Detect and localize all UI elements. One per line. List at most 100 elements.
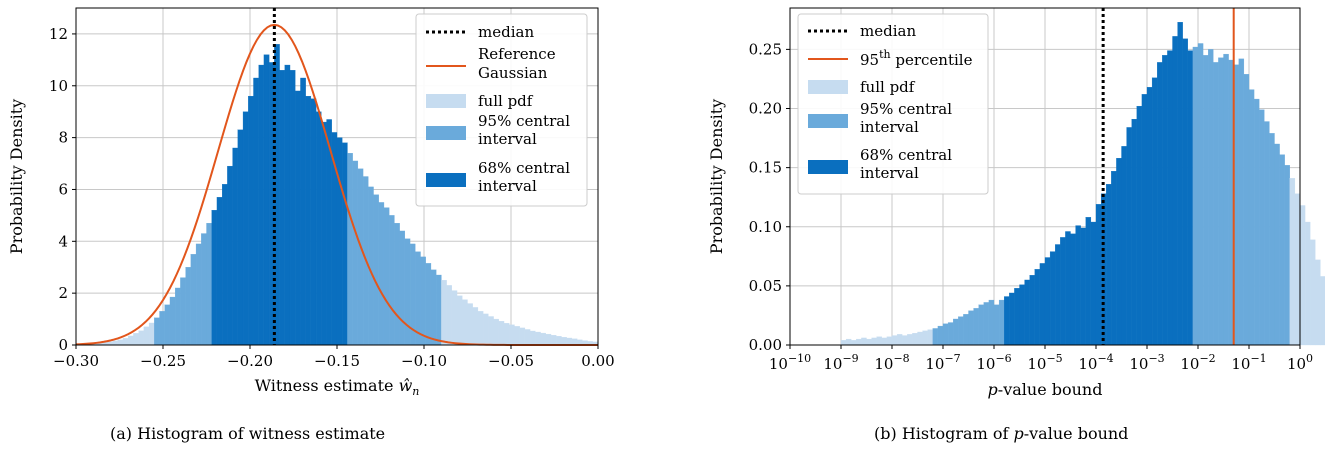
histogram-bar	[917, 331, 923, 346]
histogram-bar	[1080, 227, 1086, 346]
chart-a-svg: −0.30 −0.25 −0.20 −0.15 −0.10 −0.05 0.00 0 2 4 6 8 1…	[7, 7, 615, 398]
histogram-bar	[1177, 22, 1183, 346]
histogram-bar	[305, 95, 312, 346]
histogram-bar	[978, 304, 984, 346]
histogram-bar	[446, 285, 452, 346]
histogram-bar	[1044, 257, 1051, 346]
histogram-bar	[477, 311, 484, 346]
legend-95-label-1: 95% central	[860, 100, 952, 118]
legend-full-pdf-label: full pdf	[478, 92, 534, 110]
legend-full-pdf-swatch	[808, 80, 848, 94]
y-tick-label: 0.15	[749, 159, 782, 177]
histogram-bar	[942, 323, 949, 346]
histogram-bar	[1141, 94, 1148, 346]
y-tick-label: 0.10	[749, 218, 782, 236]
histogram-bar	[550, 334, 557, 346]
histogram-bar	[932, 328, 939, 346]
histogram-bar	[498, 320, 505, 346]
histogram-bar	[347, 153, 353, 346]
caption-b-pre: (b) Histogram of	[874, 424, 1014, 443]
histogram-bar	[871, 337, 877, 346]
y-tick-label: 2	[58, 284, 68, 302]
histogram-bar	[425, 263, 432, 346]
histogram-bar	[1014, 288, 1020, 346]
histogram-bar	[963, 314, 969, 346]
legend-95-swatch	[808, 114, 848, 128]
x-tick-exponent: −3	[1148, 352, 1164, 365]
x-tick-base: 10	[1287, 355, 1306, 373]
histogram-bar	[524, 329, 531, 346]
x-tick-exponent: −6	[995, 352, 1011, 365]
x-axis-label-text: -value bound	[998, 380, 1103, 399]
histogram-bar	[232, 147, 238, 346]
legend-full-pdf-swatch	[426, 94, 466, 108]
histogram-bar	[1299, 205, 1306, 346]
histogram-bar	[1202, 55, 1209, 346]
histogram-bar	[169, 296, 176, 346]
histogram-bar	[1157, 62, 1163, 346]
histogram-bar	[529, 330, 536, 346]
histogram-bar	[133, 333, 139, 346]
x-tick-label: 100	[1287, 352, 1313, 373]
y-tick-label: 6	[58, 180, 68, 198]
histogram-bar	[112, 340, 118, 346]
x-tick-label: −0.15	[314, 352, 360, 370]
histogram-bar	[907, 334, 913, 346]
histogram-bar	[1126, 127, 1132, 346]
x-tick-label: 10−4	[1078, 352, 1113, 373]
legend-68-swatch	[426, 173, 466, 187]
x-tick-exponent: −10	[788, 352, 811, 365]
histogram-bar	[1162, 55, 1168, 346]
legend-percentile-sup: th	[879, 48, 891, 61]
chart-witness-estimate: −0.30 −0.25 −0.20 −0.15 −0.10 −0.05 0.00 0 2 4 6 8 1…	[0, 0, 640, 455]
histogram-bar	[472, 307, 479, 346]
histogram-bar	[891, 335, 898, 346]
histogram-bar	[1004, 296, 1010, 346]
x-tick-exponent: −2	[1199, 352, 1215, 365]
legend-95-label-1: 95% central	[478, 112, 570, 130]
histogram-bar	[856, 338, 862, 346]
histogram-bar	[300, 77, 306, 346]
histogram-bar	[1151, 77, 1158, 346]
x-tick-base: 10	[925, 355, 944, 373]
histogram-bar	[845, 338, 852, 346]
x-tick-base: 10	[976, 355, 995, 373]
x-tick-base: 10	[1078, 355, 1097, 373]
histogram-bar	[1095, 204, 1102, 346]
histogram-bar	[1029, 275, 1035, 346]
histogram-bar	[237, 129, 244, 346]
histogram-bar	[138, 330, 145, 346]
x-tick-label: 10−5	[1027, 352, 1062, 373]
histogram-bar	[840, 340, 847, 346]
legend-gaussian-label-1: Reference	[478, 45, 556, 63]
histogram-bar	[1223, 53, 1229, 346]
histogram-bar	[373, 194, 379, 346]
histogram-bar	[378, 202, 385, 346]
histogram-bar	[912, 333, 918, 346]
histogram-bar	[1253, 98, 1260, 346]
histogram-bar	[1238, 58, 1245, 346]
histogram-bar	[295, 90, 301, 346]
histogram-bar	[190, 254, 197, 346]
caption-a: (a) Histogram of witness estimate	[110, 424, 386, 443]
legend-95-label-2: interval	[478, 130, 537, 148]
y-tick-label: 0	[58, 336, 68, 354]
histogram-bar	[1019, 284, 1025, 346]
histogram-bar	[1049, 251, 1056, 346]
legend-68-label-1: 68% central	[860, 146, 952, 164]
histogram-bar	[1136, 105, 1143, 346]
histogram-bar	[927, 329, 933, 346]
histogram-bar	[968, 310, 974, 346]
histogram-bar	[881, 337, 888, 346]
legend-full-pdf-label: full pdf	[860, 78, 916, 96]
histogram-bar	[1284, 165, 1290, 346]
histogram-bar	[222, 184, 228, 346]
legend-68-label-1: 68% central	[478, 159, 570, 177]
x-tick-label: 10−1	[1231, 352, 1266, 373]
histogram-bar	[279, 70, 285, 346]
chart-a-plot: −0.30 −0.25 −0.20 −0.15 −0.10 −0.05 0.00 0 2 4 6 8 1…	[7, 7, 615, 398]
histogram-bar	[1024, 279, 1030, 346]
x-tick-exponent: −8	[893, 352, 909, 365]
histogram-bar	[556, 336, 562, 346]
histogram-bar	[389, 215, 395, 346]
